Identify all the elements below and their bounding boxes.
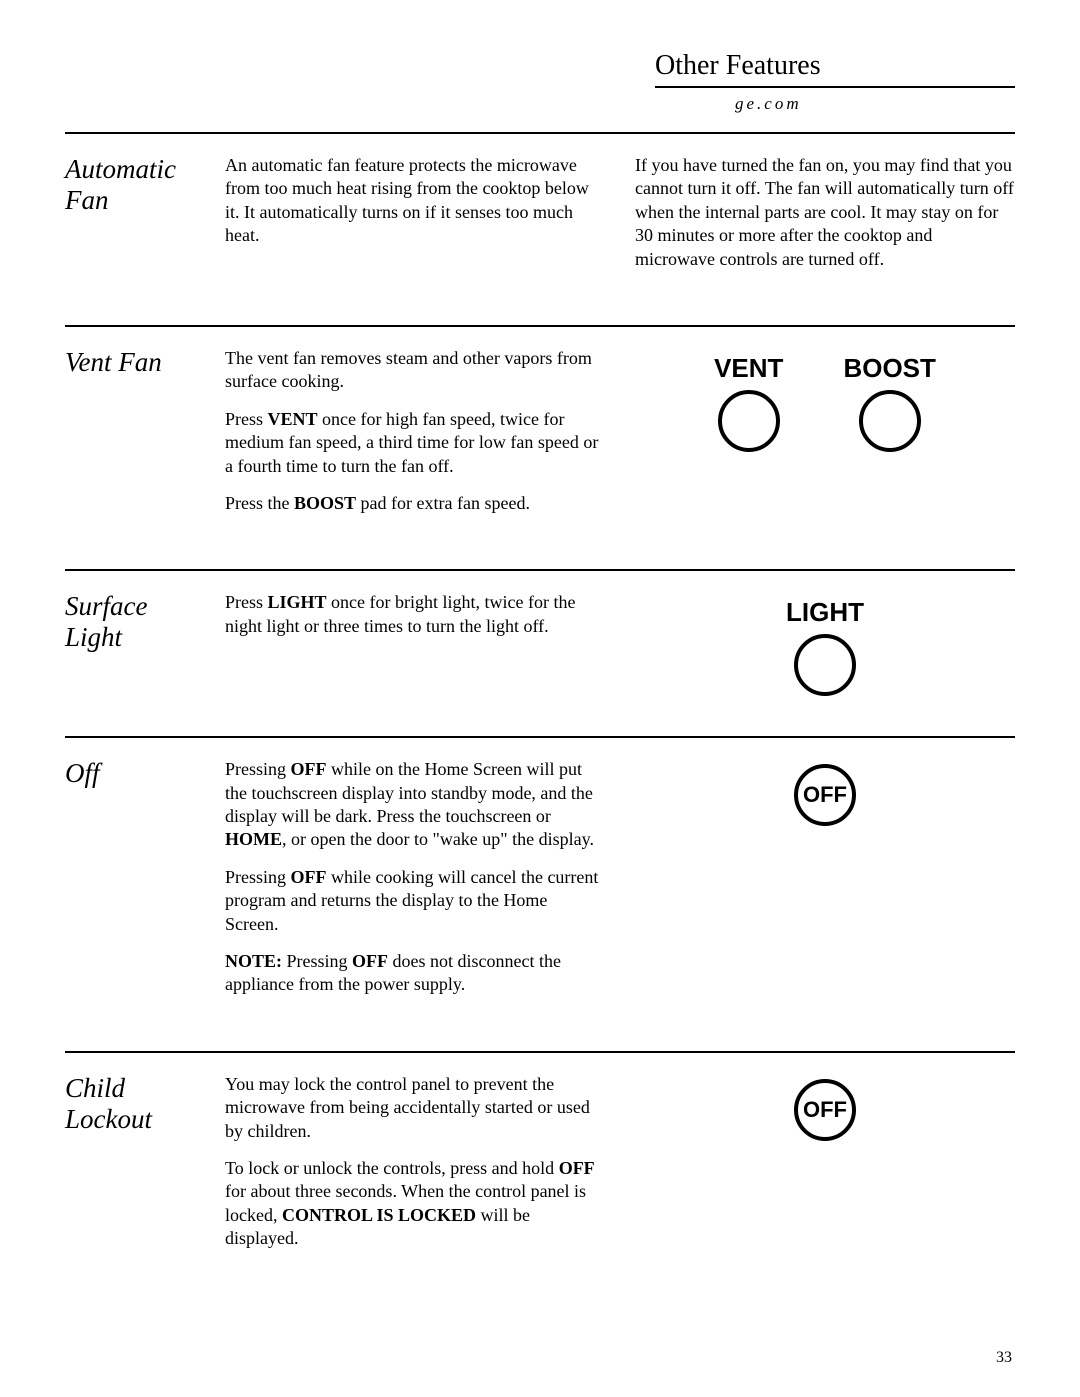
boost-button-label: BOOST <box>843 353 935 384</box>
boost-button[interactable]: BOOST <box>843 353 935 452</box>
section-off: Off Pressing OFF while on the Home Scree… <box>65 736 1015 1051</box>
body-col-left: An automatic fan feature protects the mi… <box>225 154 605 285</box>
circle-icon <box>794 634 856 696</box>
circle-icon <box>859 390 921 452</box>
buttons-area: VENT BOOST <box>635 347 1015 529</box>
buttons-area: OFF <box>635 758 1015 1011</box>
light-button-label: LIGHT <box>786 597 864 628</box>
section-title: Off <box>65 758 225 1011</box>
buttons-area: OFF <box>635 1073 1015 1265</box>
body-col: Press LIGHT once for bright light, twice… <box>225 591 605 696</box>
section-title: Vent Fan <box>65 347 225 529</box>
section-title: Child Lockout <box>65 1073 225 1265</box>
header-rule <box>655 86 1015 88</box>
body-col: Pressing OFF while on the Home Screen wi… <box>225 758 605 1011</box>
buttons-area: LIGHT <box>635 591 1015 696</box>
body-col: You may lock the control panel to preven… <box>225 1073 605 1265</box>
section-automatic-fan: Automatic Fan An automatic fan feature p… <box>65 132 1015 325</box>
off-button[interactable]: OFF <box>794 1079 856 1141</box>
section-child-lockout: Child Lockout You may lock the control p… <box>65 1051 1015 1285</box>
vent-button[interactable]: VENT <box>714 353 783 452</box>
vent-button-label: VENT <box>714 353 783 384</box>
section-title: Automatic Fan <box>65 154 225 285</box>
page-number: 33 <box>996 1349 1012 1367</box>
circle-icon: OFF <box>794 1079 856 1141</box>
section-title: Surface Light <box>65 591 225 696</box>
off-button-label: OFF <box>803 1097 847 1123</box>
site-label: ge.com <box>735 94 1015 114</box>
section-vent-fan: Vent Fan The vent fan removes steam and … <box>65 325 1015 569</box>
circle-icon <box>718 390 780 452</box>
body-col: The vent fan removes steam and other vap… <box>225 347 605 529</box>
off-button[interactable]: OFF <box>794 764 856 826</box>
light-button[interactable]: LIGHT <box>786 597 864 696</box>
circle-icon: OFF <box>794 764 856 826</box>
off-button-label: OFF <box>803 782 847 808</box>
body-col-right: If you have turned the fan on, you may f… <box>635 154 1015 285</box>
page-title: Other Features <box>655 50 1015 82</box>
section-surface-light: Surface Light Press LIGHT once for brigh… <box>65 569 1015 736</box>
